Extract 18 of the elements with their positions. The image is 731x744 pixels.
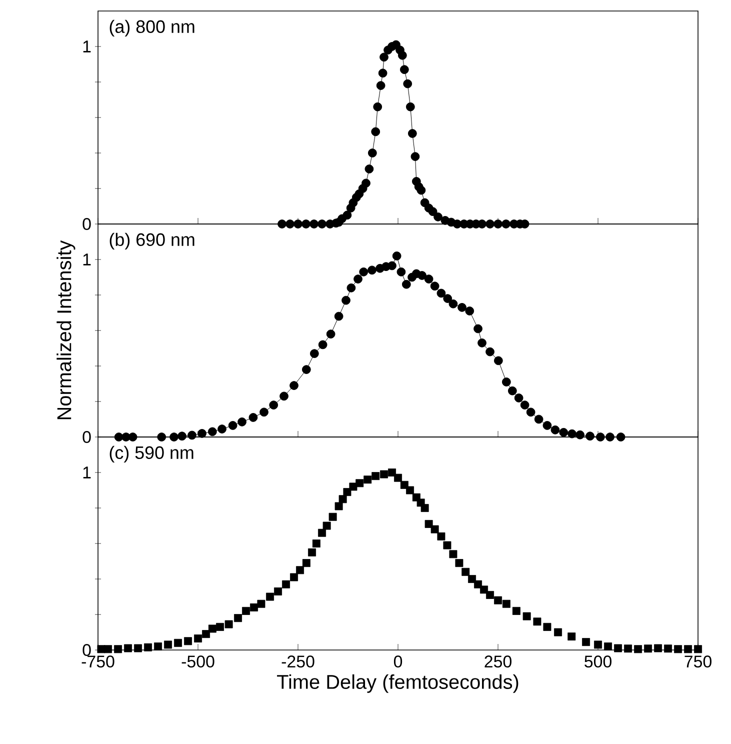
- x-tick-label: 0: [394, 656, 402, 668]
- y-tick-label: 1: [83, 254, 91, 266]
- y-tick-label: 0: [82, 644, 91, 656]
- x-tick-label: -500: [182, 656, 214, 668]
- y-axis-title: Normalized Intensity: [56, 240, 76, 420]
- x-tick-label: -250: [282, 656, 314, 668]
- annotation: (c) 590 nm: [110, 446, 194, 463]
- x-tick-label: 250: [484, 656, 512, 668]
- y-tick-label: 1: [83, 40, 91, 52]
- annotation: (b) 690 nm: [110, 232, 194, 250]
- y-tick-label: 1: [83, 466, 91, 478]
- y-tick-label: 0: [82, 218, 91, 230]
- annotation: (a) 800 nm: [110, 20, 194, 37]
- y-tick-label: 0: [82, 431, 91, 443]
- x-tick-label: 750: [684, 656, 712, 668]
- x-tick-label: -750: [82, 656, 114, 668]
- x-axis-title: Time Delay (femtoseconds): [277, 674, 518, 693]
- x-tick-label: 500: [584, 656, 612, 668]
